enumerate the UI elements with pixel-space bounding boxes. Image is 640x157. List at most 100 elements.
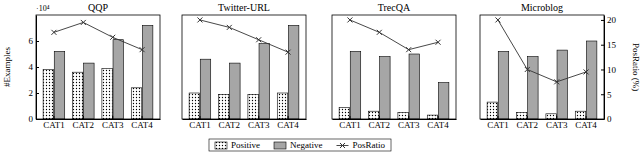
y2-tick-label: 20 [607,15,617,25]
y-axis: 0 2 4 6 [29,16,40,125]
marker [256,37,261,42]
bar [546,114,556,119]
tick: CAT1 [189,116,211,130]
y-tick-label: 0 [29,114,34,124]
bar [230,63,240,119]
tick: CAT4 [427,116,449,130]
tick: 5 [601,90,612,100]
x-tick-label: CAT1 [339,120,361,130]
tick: CAT4 [131,116,153,130]
bar [259,44,269,119]
line [350,20,438,50]
tick-mark [53,116,54,119]
tick-mark [36,67,39,68]
tick: 15 [601,40,617,50]
line [498,20,586,82]
plot-area [487,17,597,119]
legend-label: Positive [231,140,260,150]
tick-mark [288,116,289,119]
bar [380,57,390,119]
bar [350,51,360,119]
x-tick-label: CAT1 [189,120,211,130]
chart-title: Microblog [521,2,563,13]
marker [584,69,589,74]
bar [219,94,229,119]
x-tick-label: CAT4 [277,120,299,130]
line [54,22,142,49]
figure: CAT1CAT2CAT3CAT40246QQP#Examples·10⁴CAT1… [0,0,640,157]
panel: CAT1CAT2CAT3CAT4TrecQA [332,2,457,130]
bar [189,93,199,119]
x-tick-label: CAT4 [575,120,597,130]
marker [110,35,115,40]
bar [427,115,437,119]
tick: CAT3 [102,116,124,130]
tick-mark [586,116,587,119]
bar [54,51,64,119]
x-tick-label: CAT3 [546,120,568,130]
tick: CAT4 [277,116,299,130]
marker [227,25,232,30]
y2-tick-label: 10 [607,65,617,75]
x-tick-label: CAT2 [73,120,95,130]
tick-mark [497,116,498,119]
x-tick-label: CAT4 [427,120,449,130]
marker [436,40,441,45]
tick: CAT2 [517,116,539,130]
line [200,20,288,52]
y-tick-label: 4 [29,62,34,72]
axis-line [604,16,605,120]
tick-mark [258,116,259,119]
panel: CAT1CAT2CAT3CAT4Twitter-URL [182,2,307,130]
bar [43,70,53,119]
x-tick-label: CAT3 [102,120,124,130]
y2-tick-label: 0 [607,114,612,124]
tick: 0 [601,114,612,124]
legend-box [209,139,391,151]
marker [197,17,202,22]
marker [140,47,145,52]
tick-mark [408,116,409,119]
y2-axis: 0 5 10 15 20 [601,15,617,124]
bar [369,111,379,119]
tick: CAT2 [369,116,391,130]
tick-mark [601,45,604,46]
x-axis: CAT1 CAT2 CAT3 CAT4 [481,116,605,130]
y2-tick-label: 15 [607,40,617,50]
legend-label: PosRatio [352,140,385,150]
annotation: ·10⁴ [36,4,50,13]
plot-frame [480,15,604,119]
tick: 0 [29,114,40,124]
tick: CAT2 [219,116,241,130]
tick: 20 [601,15,617,25]
bar [142,25,152,119]
marker [347,17,352,22]
x-axis: CAT1 CAT2 CAT3 CAT4 [183,116,307,130]
tick-mark [229,116,230,119]
x-tick-label: CAT2 [517,120,539,130]
bar [113,40,123,119]
bar [248,94,258,119]
panel: CAT1CAT2CAT3CAT405101520MicroblogPosRati… [480,2,640,130]
x-axis: CAT1CAT2CAT3CAT4 [333,116,457,130]
bar [277,93,287,119]
x-tick-label: CAT3 [248,120,270,130]
legend-swatch [215,142,227,149]
y-tick-label: 6 [29,36,34,46]
y-tick-label: 2 [29,88,34,98]
x-tick-label: CAT1 [43,120,65,130]
x-tick-label: CAT1 [487,120,509,130]
tick: CAT1 [487,116,509,130]
bar [498,51,508,119]
bar [102,68,112,119]
x-tick-label: CAT2 [219,120,241,130]
plot-frame [36,15,160,119]
tick-mark [199,116,200,119]
x-tick-label: CAT4 [131,120,153,130]
marker [81,20,86,25]
marker [554,79,559,84]
panel: CAT1CAT2CAT3CAT40246QQP#Examples·10⁴ [2,2,161,130]
bar [438,83,448,119]
tick: 4 [29,62,40,72]
tick: 10 [601,65,617,75]
